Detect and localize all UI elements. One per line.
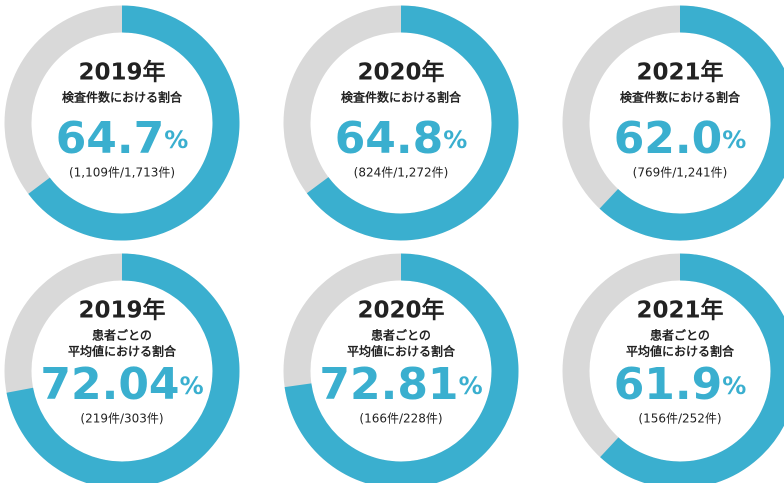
donut-value: 62.0% (614, 113, 747, 164)
value-label: 61.9 (614, 359, 723, 410)
value-unit: % (459, 372, 483, 400)
donut-title: 2019年 (78, 59, 165, 86)
value-label: 62.0 (614, 113, 723, 164)
value-unit: % (722, 126, 746, 154)
donut-title: 2021年 (636, 59, 723, 86)
value-unit: % (164, 126, 188, 154)
donut-value: 64.8% (335, 113, 468, 164)
donut-note: (824件/1,272件) (354, 166, 449, 180)
donut-subtitle: 患者ごとの (92, 328, 152, 343)
value-unit: % (722, 372, 746, 400)
donut-value: 72.81% (319, 359, 482, 410)
donut-title: 2019年 (78, 297, 165, 324)
value-label: 64.8 (335, 113, 444, 164)
donut-arc (28, 5, 240, 241)
donut-note: (166件/228件) (359, 412, 442, 426)
value-label: 72.04 (40, 359, 179, 410)
donut-arc (600, 253, 784, 483)
donut-subtitle: 検査件数における割合 (620, 90, 741, 105)
donut-arc (599, 5, 784, 241)
donut-note: (219件/303件) (80, 412, 163, 426)
donut-subtitle: 平均値における割合 (626, 344, 735, 359)
donut-note: (1,109件/1,713件) (69, 166, 175, 180)
value-label: 64.7 (56, 113, 165, 164)
donut-subtitle: 患者ごとの (371, 328, 431, 343)
donut-arc (6, 253, 240, 483)
value-unit: % (443, 126, 467, 154)
donut-arc (284, 253, 519, 483)
donut-subtitle: 検査件数における割合 (62, 90, 183, 105)
donut-value: 64.7% (56, 113, 189, 164)
value-label: 72.81 (319, 359, 458, 410)
donut-subtitle: 平均値における割合 (347, 344, 456, 359)
donut-title: 2020年 (357, 59, 444, 86)
donut-title: 2021年 (636, 297, 723, 324)
donut-note: (769件/1,241件) (633, 166, 728, 180)
donut-note: (156件/252件) (638, 412, 721, 426)
donut-subtitle: 検査件数における割合 (341, 90, 462, 105)
donut-value: 72.04% (40, 359, 203, 410)
value-unit: % (180, 372, 204, 400)
donut-subtitle: 患者ごとの (650, 328, 710, 343)
donut-title: 2020年 (357, 297, 444, 324)
donut-value: 61.9% (614, 359, 747, 410)
donut-subtitle: 平均値における割合 (68, 344, 177, 359)
donut-arc (306, 5, 519, 241)
